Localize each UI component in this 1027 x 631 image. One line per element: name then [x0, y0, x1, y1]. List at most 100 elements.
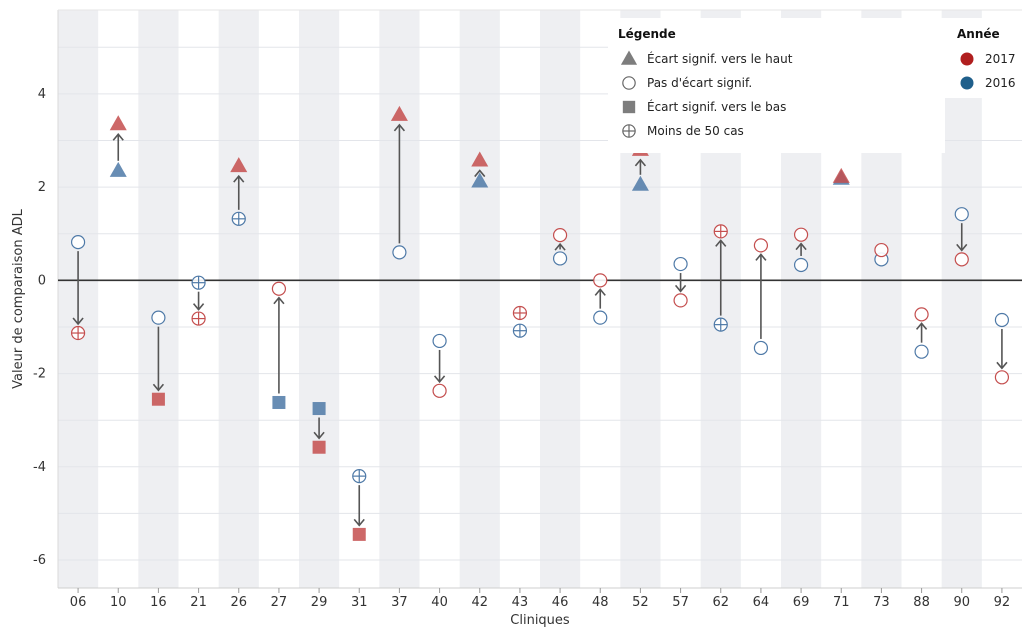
x-tick-label-42: 42: [471, 595, 488, 610]
x-tick-label-21: 21: [190, 595, 207, 610]
point-2017-43: [512, 305, 528, 321]
point-2017-90: [954, 252, 969, 267]
point-2017-26: [230, 157, 248, 173]
y-axis: 4 2 0 -2 -4 -6: [33, 87, 46, 568]
arrow-57: [674, 273, 687, 293]
point-2016-10: [109, 161, 127, 177]
point-2016-90: [954, 207, 969, 222]
band-29: [299, 10, 340, 588]
point-2017-31: [352, 527, 366, 541]
point-2016-48: [593, 310, 608, 325]
point-2017-62: [713, 224, 728, 239]
arrow-16: [152, 326, 165, 392]
point-2017-10: [109, 115, 127, 131]
band-16: [138, 10, 179, 588]
point-2016-21: [191, 275, 206, 290]
point-2017-37: [390, 105, 408, 121]
y-tick-label: 4: [38, 87, 46, 102]
point-2016-37: [392, 245, 407, 260]
band-37: [379, 10, 420, 588]
arrow-69: [795, 242, 807, 256]
point-2017-16: [151, 392, 165, 406]
band-90: [941, 10, 982, 588]
x-tick-label-43: 43: [512, 595, 529, 610]
shape-legend-box: [608, 18, 945, 153]
point-2016-92: [994, 312, 1010, 328]
x-tick-label-69: 69: [793, 595, 810, 610]
x-tick-label-29: 29: [311, 595, 328, 610]
arrow-64: [755, 253, 767, 339]
point-2016-16: [151, 310, 166, 325]
point-2017-42: [471, 151, 489, 167]
band-42: [459, 10, 500, 588]
x-tick-label-52: 52: [632, 595, 649, 610]
point-2017-88: [914, 307, 929, 322]
x-tick-label-40: 40: [431, 595, 448, 610]
point-2017-40: [432, 383, 447, 398]
point-2016-88: [914, 344, 929, 359]
x-tick-label-46: 46: [552, 595, 569, 610]
x-tick-label-57: 57: [672, 595, 689, 610]
point-2016-57: [673, 256, 688, 272]
y-tick-label: -4: [33, 460, 46, 475]
x-tick-label-64: 64: [753, 595, 770, 610]
change-arrows: [72, 123, 1008, 527]
x-tick-label-71: 71: [833, 595, 850, 610]
point-2016-31: [352, 469, 367, 484]
x-tick-label-88: 88: [913, 595, 930, 610]
x-tick-label-62: 62: [712, 595, 729, 610]
point-2017-64: [753, 238, 769, 253]
y-axis-title: Valeur de comparaison ADL: [11, 208, 26, 388]
legend-year-marker-2016: [960, 76, 974, 90]
point-2017-06: [70, 325, 86, 341]
point-2017-71: [832, 167, 850, 183]
x-tick-label-06: 06: [70, 595, 87, 610]
arrow-46: [554, 242, 566, 251]
legend-year-label-2016: 2016: [985, 76, 1016, 90]
legend-marker-circle: [622, 76, 636, 90]
arrow-90: [956, 223, 968, 252]
legend-label-square: Écart signif. vers le bas: [647, 99, 786, 114]
x-tick-label-16: 16: [150, 595, 167, 610]
x-tick-label-90: 90: [953, 595, 970, 610]
band-46: [540, 10, 581, 588]
point-2017-27: [271, 281, 287, 296]
y-tick-label: -2: [33, 367, 46, 382]
legend-marker-plus: [622, 124, 636, 138]
point-2016-40: [432, 333, 447, 349]
x-tick-label-26: 26: [230, 595, 247, 610]
arrow-40: [433, 349, 446, 384]
legend: Légende Écart signif. vers le haut Pas d'é…: [608, 18, 1025, 153]
point-2016-27: [272, 395, 286, 409]
point-2016-69: [793, 257, 809, 273]
point-2016-64: [753, 340, 769, 356]
year-legend-box: [945, 18, 1025, 98]
legend-label-triangle: Écart signif. vers le haut: [647, 51, 793, 66]
y-tick-label: 0: [38, 273, 46, 288]
x-tick-label-37: 37: [391, 595, 408, 610]
arrow-88: [915, 322, 928, 343]
point-2017-92: [994, 370, 1010, 385]
point-2017-29: [312, 440, 326, 454]
x-tick-label-10: 10: [110, 595, 127, 610]
legend-marker-triangle: [620, 50, 638, 65]
arrow-26: [233, 174, 245, 210]
arrow-21: [192, 291, 205, 311]
legend-label-circle: Pas d'écart signif.: [647, 76, 752, 90]
point-2016-26: [231, 211, 246, 226]
point-2016-43: [512, 323, 528, 338]
x-tick-label-27: 27: [271, 595, 288, 610]
legend-year-label-2017: 2017: [985, 52, 1016, 66]
arrow-62: [715, 239, 727, 316]
y-tick-label: -6: [33, 553, 46, 568]
x-axis-title: Cliniques: [510, 613, 570, 628]
arrow-48: [594, 288, 606, 309]
band-26: [218, 10, 259, 588]
data-points: [70, 105, 1010, 541]
point-2016-52: [631, 175, 649, 191]
arrow-27: [273, 296, 285, 394]
point-2016-62: [713, 317, 728, 332]
legend-marker-square: [622, 100, 636, 114]
x-axis: 06 10 16 21 26 27 29 31 37 40 42 43 46 48 52 57 62 64 69 71…: [58, 587, 1022, 610]
point-2016-46: [552, 251, 568, 266]
